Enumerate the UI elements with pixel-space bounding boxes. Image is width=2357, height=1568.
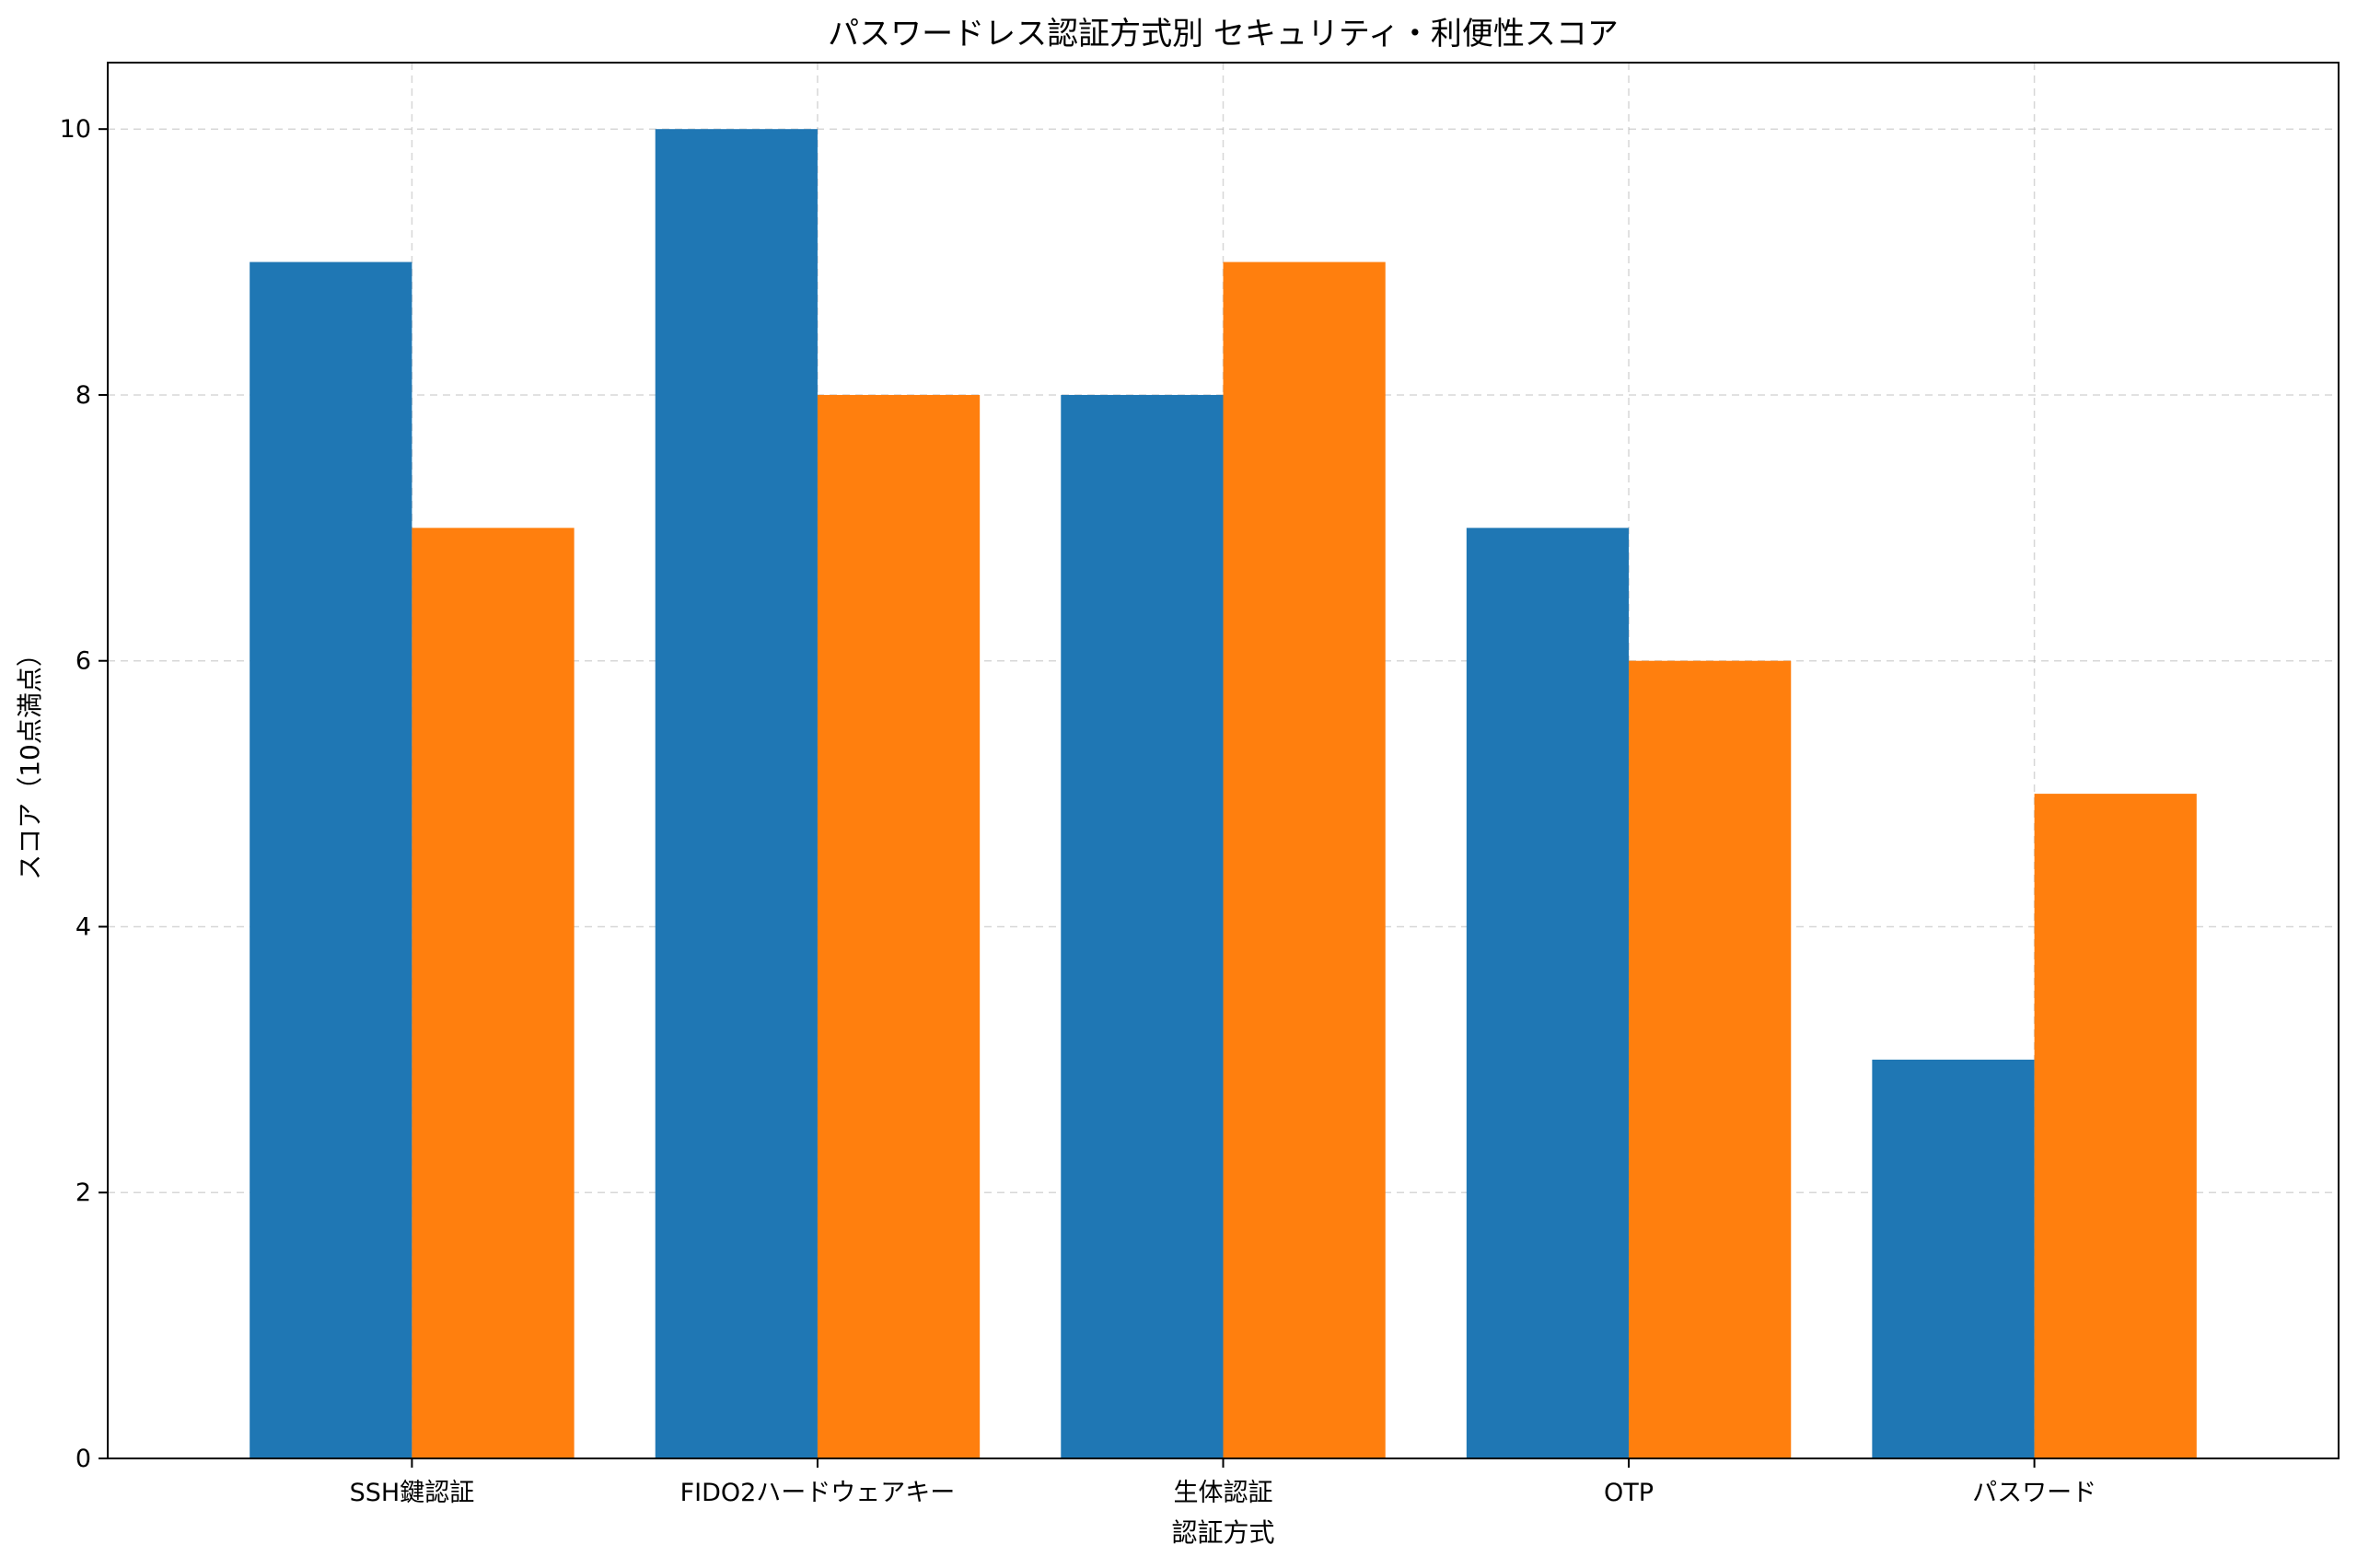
y-axis-label: スコア（10点満点） (15, 641, 45, 880)
y-tick-label: 10 (60, 115, 91, 144)
x-tick-label: 生体認証 (1174, 1479, 1273, 1507)
bar-series-2 (412, 528, 575, 1458)
bar-series-1 (250, 261, 412, 1459)
bar-series-2 (2034, 794, 2197, 1458)
bar-series-1 (655, 129, 818, 1459)
bar-series-1 (1061, 394, 1224, 1458)
bar-series-2 (1629, 660, 1792, 1458)
bars (250, 129, 2197, 1459)
x-tick-label: FIDO2ハードウェアキー (680, 1479, 956, 1507)
x-tick-label: SSH鍵認証 (350, 1479, 475, 1507)
bar-series-1 (1466, 528, 1630, 1458)
y-tick-label: 6 (75, 647, 91, 676)
y-tick-label: 0 (75, 1445, 91, 1473)
y-tick-label: 4 (75, 912, 91, 941)
x-tick-label: OTP (1604, 1479, 1654, 1507)
bar-series-2 (817, 394, 981, 1458)
y-tick-label: 8 (75, 381, 91, 410)
y-tick-label: 2 (75, 1179, 91, 1207)
x-axis-label: 認証方式 (1171, 1517, 1274, 1548)
bar-series-1 (1872, 1059, 2035, 1458)
axis-ticks: 0 2 4 6 8 10 SSH鍵認証 FIDO2ハードウェアキー 生体認証 OTP パスワード (60, 115, 2096, 1507)
bar-series-2 (1223, 261, 1386, 1459)
x-tick-label: パスワード (1972, 1479, 2096, 1507)
chart-title: パスワードレス認証方式別 セキュリティ・利便性スコア (828, 16, 1619, 52)
